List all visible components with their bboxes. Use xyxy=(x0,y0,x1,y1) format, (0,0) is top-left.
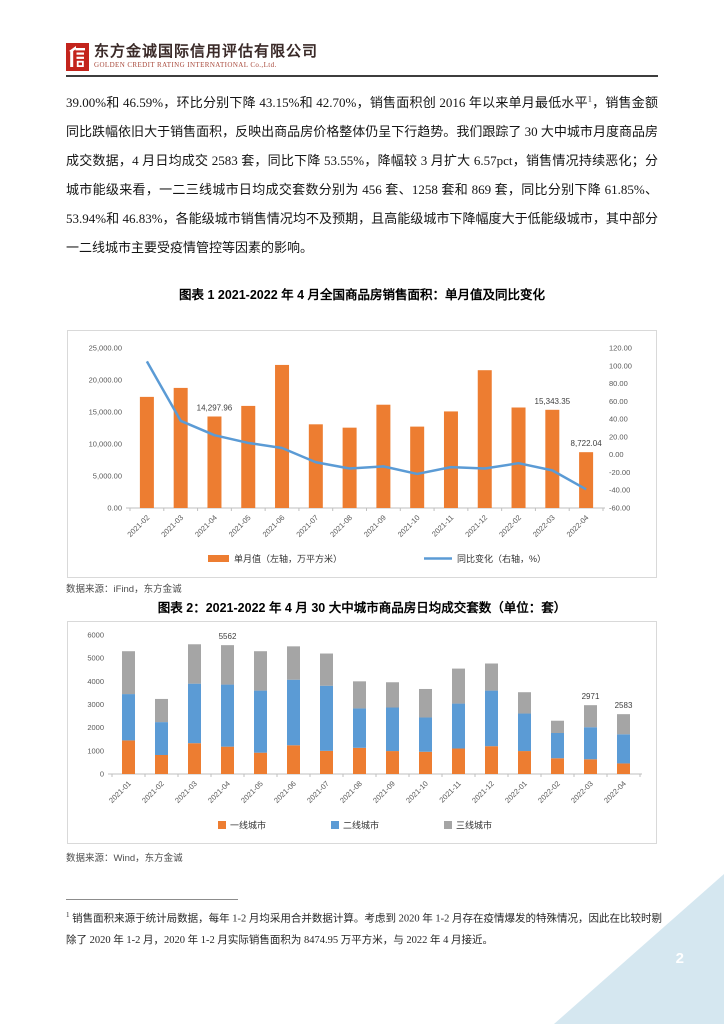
svg-text:2021-02: 2021-02 xyxy=(125,513,151,539)
svg-text:5000: 5000 xyxy=(87,654,104,663)
svg-text:2021-06: 2021-06 xyxy=(272,779,298,805)
svg-text:40.00: 40.00 xyxy=(609,415,628,424)
svg-text:2021-01: 2021-01 xyxy=(107,779,133,805)
company-logo-icon xyxy=(66,43,89,71)
svg-text:2021-11: 2021-11 xyxy=(430,513,455,538)
svg-text:一线城市: 一线城市 xyxy=(230,820,266,831)
svg-text:2021-09: 2021-09 xyxy=(362,513,388,539)
figure2-chart: 0 1000 2000 3000 4000 5000 6000 5562 2971 2583 202… xyxy=(67,621,657,844)
svg-text:单月值（左轴，万平方米）: 单月值（左轴，万平方米） xyxy=(234,553,342,564)
svg-text:2021-12: 2021-12 xyxy=(463,513,489,539)
svg-text:60.00: 60.00 xyxy=(609,397,628,406)
combo-chart-canvas: 0.00 5,000.00 10,000.00 15,000.00 20,000.00 2… xyxy=(89,344,632,565)
svg-text:0.00: 0.00 xyxy=(107,504,122,513)
svg-text:2021-04: 2021-04 xyxy=(206,779,232,805)
svg-text:15,000.00: 15,000.00 xyxy=(89,408,122,417)
svg-text:2022-01: 2022-01 xyxy=(503,779,529,805)
svg-text:2022-04: 2022-04 xyxy=(565,513,591,539)
svg-text:2021-11: 2021-11 xyxy=(437,779,462,804)
svg-text:2022-02: 2022-02 xyxy=(536,779,562,805)
figure1-title: 图表 1 2021-2022 年 4 月全国商品房销售面积：单月值及同比变化 xyxy=(178,288,546,302)
footnote-marker: 1 xyxy=(66,911,70,919)
svg-text:2021-09: 2021-09 xyxy=(371,779,397,805)
corner-triangle-decoration xyxy=(554,874,724,1024)
footnote-text: 销售面积来源于统计局数据，每年 1-2 月均采用合并数据计算。考虑到 2020 … xyxy=(66,913,662,946)
svg-text:8,722.04: 8,722.04 xyxy=(571,439,603,448)
svg-text:同比变化（右轴，%）: 同比变化（右轴，%） xyxy=(457,553,546,564)
figure1-chart: 0.00 5,000.00 10,000.00 15,000.00 20,000.00 2… xyxy=(67,330,657,578)
stacked-bar-chart-canvas: 0 1000 2000 3000 4000 5000 6000 5562 2971 2583 202… xyxy=(87,631,642,831)
svg-text:2021-07: 2021-07 xyxy=(305,779,331,805)
svg-text:25,000.00: 25,000.00 xyxy=(89,344,122,353)
svg-text:2021-04: 2021-04 xyxy=(193,513,219,539)
svg-text:2022-03: 2022-03 xyxy=(531,513,557,539)
page-header: 东方金诚国际信用评估有限公司 GOLDEN CREDIT RATING INTE… xyxy=(66,43,658,71)
svg-text:2021-10: 2021-10 xyxy=(404,779,430,805)
svg-text:2971: 2971 xyxy=(582,692,600,701)
figure2-title: 图表 2：2021-2022 年 4 月 30 大中城市商品房日均成交套数（单位… xyxy=(157,601,567,615)
svg-text:4000: 4000 xyxy=(87,677,104,686)
svg-text:2021-05: 2021-05 xyxy=(227,513,253,539)
page-number: 2 xyxy=(675,950,684,967)
svg-text:6000: 6000 xyxy=(87,631,104,640)
footnote-separator xyxy=(66,899,238,900)
figure2-source: 数据来源：Wind，东方金诚 xyxy=(66,853,183,864)
body-text-rest: ，销售金额同比跌幅依旧大于销售面积，反映出商品房价格整体仍呈下行趋势。我们跟踪了… xyxy=(66,95,658,255)
svg-text:5,000.00: 5,000.00 xyxy=(93,472,122,481)
svg-text:10,000.00: 10,000.00 xyxy=(89,440,122,449)
svg-text:2022-03: 2022-03 xyxy=(569,779,595,805)
svg-text:2021-02: 2021-02 xyxy=(140,779,166,805)
svg-text:14,297.96: 14,297.96 xyxy=(197,403,233,412)
svg-text:100.00: 100.00 xyxy=(609,361,632,370)
svg-text:80.00: 80.00 xyxy=(609,379,628,388)
svg-text:15,343.35: 15,343.35 xyxy=(535,397,571,406)
svg-text:2021-10: 2021-10 xyxy=(396,513,422,539)
figure1-source: 数据来源：iFind，东方金诚 xyxy=(66,584,182,595)
svg-text:20.00: 20.00 xyxy=(609,432,628,441)
svg-text:-60.00: -60.00 xyxy=(609,504,630,513)
footnote: 1 销售面积来源于统计局数据，每年 1-2 月均采用合并数据计算。考虑到 202… xyxy=(66,905,662,951)
svg-text:-40.00: -40.00 xyxy=(609,486,630,495)
body-paragraph: 39.00%和 46.59%，环比分别下降 43.15%和 42.70%，销售面… xyxy=(66,88,658,262)
svg-text:2021-05: 2021-05 xyxy=(239,779,265,805)
svg-text:120.00: 120.00 xyxy=(609,344,632,353)
svg-text:2021-03: 2021-03 xyxy=(173,779,199,805)
company-name-cn: 东方金诚国际信用评估有限公司 xyxy=(94,44,319,60)
svg-text:2022-04: 2022-04 xyxy=(602,779,628,805)
svg-text:2022-02: 2022-02 xyxy=(497,513,523,539)
svg-text:三线城市: 三线城市 xyxy=(456,820,492,831)
svg-text:2021-06: 2021-06 xyxy=(261,513,287,539)
svg-text:5562: 5562 xyxy=(219,632,237,641)
svg-text:0: 0 xyxy=(100,770,104,779)
svg-text:1000: 1000 xyxy=(87,746,104,755)
svg-text:2021-08: 2021-08 xyxy=(338,779,364,805)
svg-text:二线城市: 二线城市 xyxy=(343,820,379,831)
company-name-en: GOLDEN CREDIT RATING INTERNATIONAL Co.,L… xyxy=(94,61,277,69)
svg-text:0.00: 0.00 xyxy=(609,450,624,459)
body-text-start: 39.00%和 46.59%，环比分别下降 43.15%和 42.70%，销售面… xyxy=(66,95,588,110)
svg-text:2021-07: 2021-07 xyxy=(294,513,320,539)
svg-text:2021-03: 2021-03 xyxy=(159,513,185,539)
svg-text:20,000.00: 20,000.00 xyxy=(89,376,122,385)
svg-text:2583: 2583 xyxy=(615,701,633,710)
svg-text:-20.00: -20.00 xyxy=(609,468,630,477)
svg-text:2000: 2000 xyxy=(87,723,104,732)
svg-text:3000: 3000 xyxy=(87,700,104,709)
svg-text:2021-08: 2021-08 xyxy=(328,513,354,539)
svg-text:2021-12: 2021-12 xyxy=(470,779,496,805)
footnote-reference: 1 xyxy=(587,94,592,104)
header-divider xyxy=(66,75,658,77)
